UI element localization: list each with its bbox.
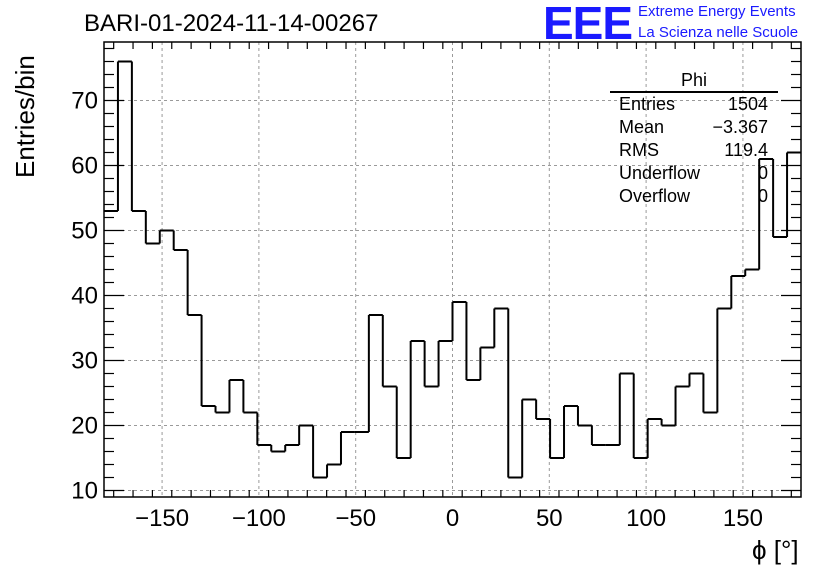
histogram-bin (716, 307, 732, 413)
histogram-bin (493, 307, 509, 348)
y-axis-ticks: 10 20 30 40 50 60 70 (71, 47, 801, 505)
histogram-bin (563, 405, 578, 458)
histogram-bin (326, 463, 341, 478)
stats-value: −3.367 (712, 117, 768, 137)
stats-label: Entries (619, 94, 676, 114)
stats-label: Underflow (619, 163, 701, 183)
stats-value: 119.4 (724, 140, 768, 160)
histogram-bin (409, 340, 425, 458)
histogram-bin (674, 385, 690, 426)
stats-label: Overflow (619, 186, 691, 206)
x-tick-label: −50 (335, 505, 376, 532)
stats-label: Mean (619, 117, 665, 137)
histogram-bin (521, 398, 537, 478)
x-tick-label: 50 (536, 505, 563, 532)
stats-row-entries: Entries 1504 (610, 93, 778, 116)
histogram-bin (660, 419, 676, 427)
x-tick-label: 100 (626, 505, 666, 532)
stats-value: 0 (757, 163, 768, 183)
grid-lines (104, 42, 801, 497)
histogram-bin (618, 372, 634, 445)
eee-logo: EEE (543, 0, 633, 49)
y-tick-label: 70 (71, 88, 98, 115)
stats-row-underflow: Underflow 0 (610, 162, 778, 185)
histogram-bin (688, 372, 704, 387)
logo-line-2: La Scienza nelle Scuole (638, 24, 799, 41)
histogram-bin (507, 308, 523, 479)
histogram-bin (214, 406, 230, 414)
y-tick-label: 10 (71, 478, 98, 505)
histogram-bin (646, 418, 662, 458)
histogram-bin (772, 159, 788, 238)
histogram-bin (758, 158, 774, 270)
y-tick-label: 30 (71, 348, 98, 375)
histogram-bin (228, 379, 244, 413)
histogram-bin (158, 229, 174, 244)
histogram-bin (437, 340, 453, 387)
histogram-bin (367, 314, 383, 432)
x-axis-ticks: −150 −100 −50 0 50 100 150 (113, 42, 792, 532)
x-tick-label: −100 (232, 505, 286, 532)
x-axis-label: ϕ [°] (752, 535, 799, 565)
histogram-bin (172, 230, 188, 251)
histogram-bin (465, 302, 481, 381)
stats-title: Phi (610, 70, 778, 93)
histogram-bin (535, 399, 551, 420)
histogram-bin (451, 301, 467, 341)
y-tick-label: 20 (71, 413, 98, 440)
histogram-bin (312, 425, 328, 479)
y-axis-label: Entries/bin (10, 55, 40, 178)
histogram-bin (298, 424, 314, 445)
stats-row-mean: Mean −3.367 (610, 116, 778, 139)
histogram-bin (144, 211, 160, 245)
stats-row-rms: RMS 119.4 (610, 139, 778, 162)
histogram-bin (576, 406, 592, 427)
histogram-bin (744, 268, 760, 276)
histogram-bin (200, 315, 216, 407)
histogram-bin (130, 61, 146, 212)
histogram-bin (549, 419, 565, 459)
histogram-bin (242, 380, 258, 414)
histogram-bin (381, 315, 397, 388)
histogram-bin (256, 412, 272, 446)
stats-value: 0 (757, 186, 768, 206)
chart-title: BARI-01-2024-11-14-00267 (84, 10, 379, 37)
histogram-bin (632, 373, 648, 459)
y-tick-label: 50 (71, 218, 98, 245)
histogram-bin (590, 425, 606, 446)
stats-box: Phi Entries 1504 Mean −3.367 RMS 119.4 U… (610, 70, 778, 208)
stats-value: 1504 (727, 94, 768, 114)
histogram-bin (730, 275, 746, 309)
histogram-bin (116, 60, 132, 211)
x-tick-label: 150 (723, 505, 763, 532)
logo-line-1: Extreme Energy Events (638, 3, 796, 20)
histogram-bin (270, 445, 286, 453)
histogram-bin (395, 386, 411, 459)
stats-label: RMS (619, 140, 659, 160)
stats-row-overflow: Overflow 0 (610, 185, 778, 208)
y-tick-label: 60 (71, 153, 98, 180)
histogram-bin (702, 373, 718, 414)
x-tick-label: −150 (135, 505, 189, 532)
histogram-bin (284, 444, 300, 452)
histogram-bin (339, 431, 355, 465)
histogram-bars (104, 60, 801, 479)
x-tick-label: 0 (446, 505, 459, 532)
histogram-bin (423, 341, 439, 388)
histogram-bin (186, 250, 202, 316)
histogram-bin (479, 346, 495, 380)
y-tick-label: 40 (71, 283, 98, 310)
